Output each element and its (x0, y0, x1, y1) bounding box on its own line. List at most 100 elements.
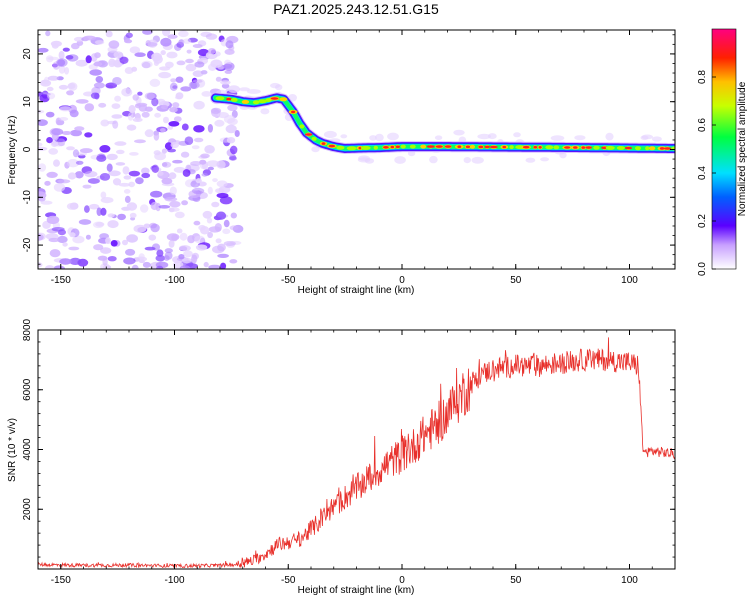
noise-blob (182, 169, 191, 177)
noise-blob (53, 159, 60, 167)
noise-blob (38, 163, 47, 172)
noise-blob (100, 247, 112, 254)
ridge-core (545, 145, 554, 150)
noise-blob (149, 78, 161, 87)
spectrogram-xtick-label: 100 (621, 275, 638, 286)
noise-blob (90, 53, 98, 62)
noise-blob (119, 56, 129, 64)
noise-blob (229, 225, 239, 231)
noise-blob (84, 170, 98, 178)
noise-blob (38, 142, 43, 147)
noise-blob (44, 180, 51, 186)
noise-blob (100, 191, 107, 199)
noise-blob (187, 235, 196, 244)
colorbar-label: Normalized spectral amplitude (737, 81, 748, 216)
noise-blob (123, 175, 132, 180)
noise-blob (221, 83, 230, 89)
noise-blob (154, 152, 167, 161)
noise-blob (138, 253, 145, 261)
noise-blob (85, 234, 91, 240)
ridge-peak (395, 145, 400, 149)
noise-blob (202, 210, 213, 219)
noise-blob (215, 211, 227, 220)
noise-blob (144, 92, 155, 100)
noise-blob (72, 235, 85, 244)
noise-blob (123, 257, 136, 265)
noise-blob (59, 258, 72, 265)
noise-blob (201, 172, 208, 177)
ridge-peak (435, 145, 443, 148)
noise-blob (145, 40, 151, 47)
noise-blob (201, 91, 212, 97)
noise-blob (112, 178, 122, 186)
noise-blob (191, 145, 200, 150)
noise-blob (192, 44, 203, 48)
noise-blob (199, 159, 207, 165)
colorbar-tick-label: 0.6 (697, 118, 708, 132)
noise-blob (185, 63, 197, 72)
noise-blob (156, 249, 164, 257)
noise-blob (124, 67, 134, 74)
noise-blob (162, 30, 171, 37)
noise-blob (226, 137, 236, 144)
noise-blob (179, 265, 191, 269)
noise-blob (100, 119, 110, 127)
noise-blob (79, 148, 93, 154)
noise-blob (67, 172, 77, 180)
noise-blob (219, 196, 233, 205)
ridge-core (409, 144, 416, 149)
noise-blob (72, 149, 80, 158)
ridge-peak (489, 145, 498, 149)
ridge-peak (291, 110, 296, 114)
noise-blob (165, 61, 174, 68)
noise-blob (45, 111, 55, 118)
noise-blob (110, 240, 118, 247)
noise-blob (225, 40, 234, 49)
halo-blob (311, 146, 320, 153)
noise-blob (182, 38, 192, 44)
halo-blob (429, 155, 438, 164)
halo-blob (471, 156, 484, 164)
noise-blob (134, 52, 146, 57)
noise-blob (131, 264, 139, 269)
snr-xtick-label: 0 (399, 575, 405, 586)
noise-blob (69, 257, 82, 265)
noise-blob (116, 149, 125, 155)
noise-blob (100, 197, 114, 204)
ridge-core (336, 145, 345, 150)
noise-blob (105, 30, 113, 38)
noise-blob (175, 92, 184, 100)
noise-blob (64, 67, 70, 75)
noise-blob (160, 128, 166, 133)
noise-blob (200, 226, 210, 235)
noise-blob (211, 201, 220, 208)
ridge-core (230, 97, 238, 102)
noise-blob (62, 47, 70, 52)
noise-blob (95, 76, 104, 83)
noise-blob (216, 180, 228, 188)
noise-blob (67, 83, 76, 89)
noise-blob (108, 170, 121, 177)
snr-ticks: -150 -100 -50 0 50 100 2000 4000 6000 8000 (22, 318, 676, 586)
noise-blob (128, 105, 136, 114)
noise-blob (166, 51, 178, 59)
spectrogram-xlabel: Height of straight line (km) (298, 285, 415, 296)
noise-blob (150, 201, 159, 211)
noise-blob (163, 116, 169, 124)
noise-blob (210, 59, 223, 68)
noise-blob (216, 192, 229, 199)
noise-blob (122, 166, 130, 175)
noise-blob (207, 231, 214, 239)
noise-blob (75, 59, 88, 67)
noise-blob (111, 114, 123, 119)
noise-blob (141, 172, 151, 179)
halo-blob (513, 132, 521, 138)
noise-blob (195, 244, 208, 251)
halo-blob (340, 134, 348, 139)
noise-blob (38, 262, 43, 268)
noise-blob (137, 91, 143, 96)
noise-blob (161, 104, 168, 110)
noise-blob (58, 84, 69, 90)
noise-blob (58, 117, 69, 121)
